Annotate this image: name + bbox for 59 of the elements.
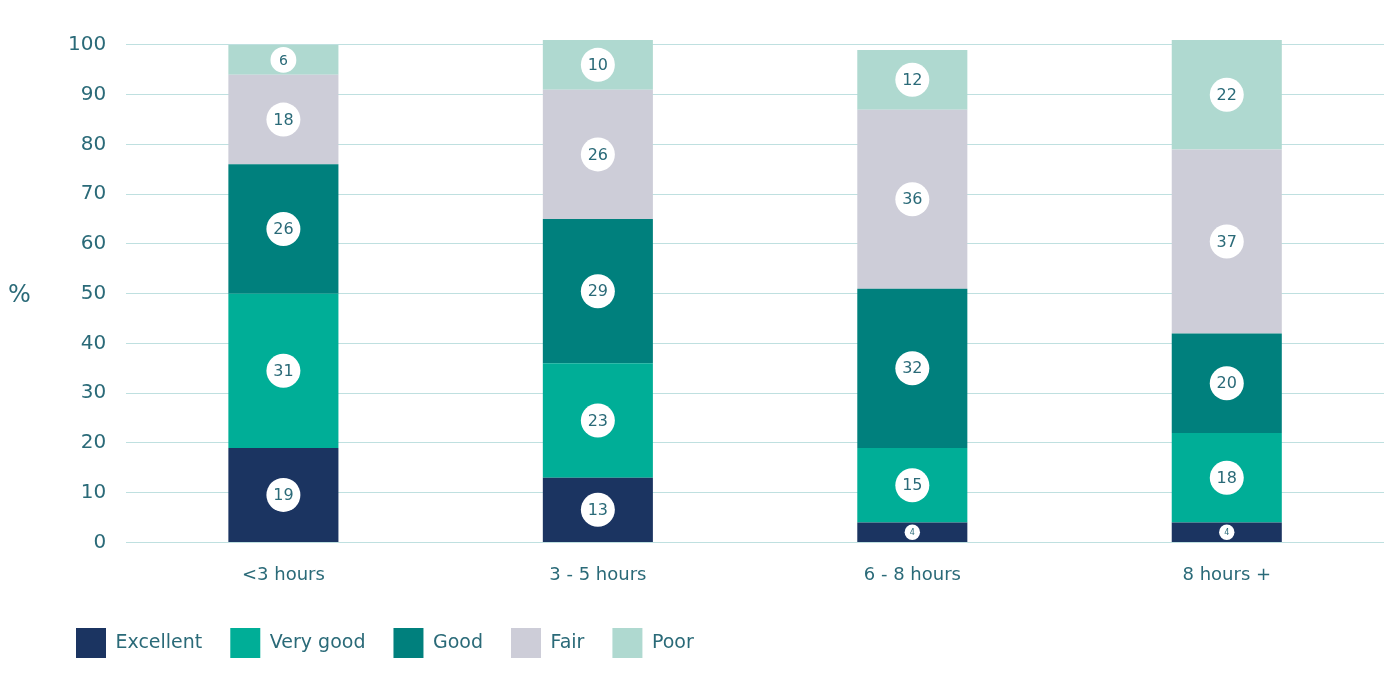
y-tick-label: 70 bbox=[80, 180, 107, 205]
data-label: 18 bbox=[1216, 467, 1237, 487]
y-axis-title: % bbox=[8, 280, 31, 308]
bar bbox=[542, 89, 653, 220]
data-label: 15 bbox=[902, 475, 923, 495]
y-tick-label: 10 bbox=[80, 478, 107, 503]
data-label: 18 bbox=[273, 109, 294, 129]
bar bbox=[857, 288, 968, 448]
data-label: 4 bbox=[1224, 528, 1230, 538]
data-label: 22 bbox=[1216, 84, 1237, 104]
x-tick-label: <3 hours bbox=[241, 562, 325, 584]
legend-label: Fair bbox=[550, 629, 585, 652]
legend-label: Poor bbox=[651, 629, 694, 652]
y-tick-label: 30 bbox=[80, 379, 107, 404]
data-label: 6 bbox=[278, 51, 288, 68]
data-label: 10 bbox=[587, 55, 609, 75]
data-label: 19 bbox=[273, 485, 294, 505]
bar bbox=[228, 293, 339, 448]
data-label: 36 bbox=[902, 189, 923, 209]
y-tick-label: 50 bbox=[80, 279, 107, 304]
bar bbox=[1171, 333, 1282, 433]
bar bbox=[857, 109, 968, 289]
data-label: 26 bbox=[587, 144, 609, 164]
bar bbox=[1171, 432, 1282, 523]
bar bbox=[1171, 149, 1282, 334]
bar bbox=[542, 219, 653, 364]
x-tick-label: 6 - 8 hours bbox=[863, 562, 961, 584]
data-label: 26 bbox=[273, 219, 294, 239]
data-label: 23 bbox=[587, 410, 609, 430]
legend-label: Very good bbox=[269, 629, 366, 652]
bar bbox=[542, 477, 653, 542]
bar bbox=[1171, 40, 1282, 150]
x-tick-label: 3 - 5 hours bbox=[549, 562, 647, 584]
data-label: 20 bbox=[1216, 373, 1237, 393]
data-label: 13 bbox=[587, 499, 609, 519]
y-tick-label: 100 bbox=[67, 31, 107, 56]
bar bbox=[228, 164, 339, 294]
y-tick-label: 40 bbox=[80, 329, 107, 354]
bar bbox=[1171, 522, 1282, 542]
data-label: 4 bbox=[909, 528, 915, 538]
data-label: 12 bbox=[902, 69, 923, 89]
y-tick-label: 60 bbox=[80, 230, 107, 255]
data-label: 32 bbox=[902, 358, 923, 378]
bar bbox=[228, 74, 339, 165]
data-label: 29 bbox=[587, 281, 609, 301]
bar bbox=[542, 363, 653, 478]
y-tick-label: 20 bbox=[80, 429, 107, 454]
legend-label: Excellent bbox=[115, 629, 203, 652]
y-tick-label: 90 bbox=[80, 80, 107, 105]
bar bbox=[228, 447, 339, 542]
y-tick-label: 80 bbox=[80, 130, 107, 155]
data-label: 37 bbox=[1216, 231, 1237, 251]
legend-label: Good bbox=[432, 629, 484, 652]
bar bbox=[857, 49, 968, 110]
bar bbox=[857, 447, 968, 523]
data-label: 31 bbox=[273, 360, 294, 380]
y-tick-label: 0 bbox=[93, 528, 107, 553]
x-tick-label: 8 hours + bbox=[1182, 562, 1272, 584]
bar bbox=[857, 522, 968, 542]
